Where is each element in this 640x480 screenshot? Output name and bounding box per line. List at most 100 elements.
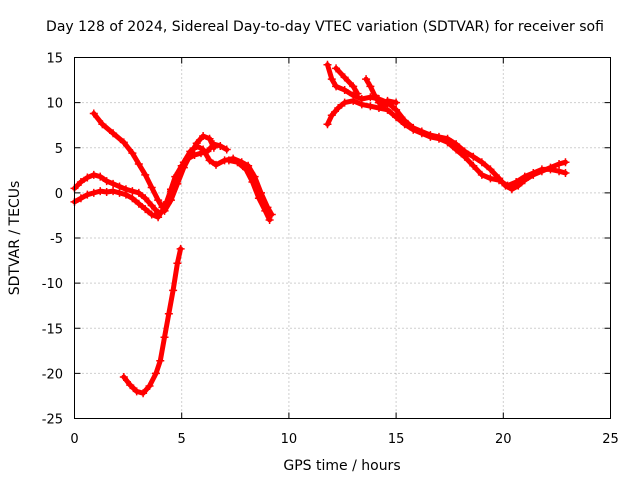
data-point: [323, 60, 332, 69]
data-point: [477, 170, 486, 179]
data-point: [349, 82, 358, 91]
data-point: [486, 174, 495, 183]
data-point: [119, 138, 128, 147]
y-tick-label: -25: [42, 413, 63, 428]
data-point: [96, 187, 105, 196]
data-point: [417, 129, 426, 138]
data-point: [147, 183, 156, 192]
data-point: [102, 187, 111, 196]
data-point: [340, 98, 349, 107]
data-point: [379, 102, 388, 111]
series-arc-e: [119, 244, 185, 398]
data-point: [426, 132, 435, 141]
data-point: [327, 111, 336, 120]
data-point: [126, 381, 135, 390]
data-point: [96, 172, 105, 181]
data-point: [265, 215, 274, 224]
data-point: [392, 105, 401, 114]
x-tick-label: 0: [70, 432, 78, 447]
data-point: [89, 170, 98, 179]
data-point: [83, 173, 92, 182]
data-point: [162, 197, 171, 206]
data-point: [134, 159, 143, 168]
y-axis-label: SDTVAR / TECUs: [7, 181, 23, 296]
data-point: [529, 169, 538, 178]
data-point: [134, 188, 143, 197]
data-point: [222, 145, 231, 154]
data-point: [507, 185, 516, 194]
data-point: [176, 244, 185, 253]
data-point: [158, 203, 167, 212]
data-point: [209, 140, 218, 149]
series-arc-i: [332, 64, 362, 98]
data-point: [561, 158, 570, 167]
data-point: [154, 196, 163, 205]
data-point: [119, 372, 128, 381]
data-point: [102, 177, 111, 186]
data-point: [89, 188, 98, 197]
data-point: [233, 158, 242, 167]
y-tick-label: 15: [46, 52, 63, 67]
x-axis-label: GPS time / hours: [283, 458, 400, 474]
data-point: [366, 102, 375, 111]
data-point: [205, 134, 214, 143]
data-point: [173, 259, 182, 268]
data-point: [192, 141, 201, 150]
ticks: 0 5 10 15 20 25 15 10 5 0 -5 -10 -15 -20 -25: [42, 52, 619, 448]
data-point: [128, 187, 137, 196]
data-point: [164, 309, 173, 318]
data-point: [76, 194, 85, 203]
data-point: [495, 176, 504, 185]
data-point: [469, 161, 478, 170]
data-point: [555, 159, 564, 168]
data-point: [184, 154, 193, 163]
data-point: [443, 138, 452, 147]
data-point: [115, 188, 124, 197]
data-point: [83, 190, 92, 199]
series-line: [333, 65, 360, 97]
x-tick-label: 15: [388, 432, 405, 447]
data-point: [190, 150, 199, 159]
data-point: [139, 389, 148, 398]
chart-title: Day 128 of 2024, Sidereal Day-to-day VTE…: [46, 19, 604, 35]
data-point: [145, 382, 154, 391]
data-point: [151, 369, 160, 378]
data-point: [141, 205, 150, 214]
data-point: [357, 100, 366, 109]
data-point: [171, 172, 180, 181]
x-tick-label: 25: [602, 432, 619, 447]
series-line: [121, 246, 184, 396]
series-line: [325, 62, 568, 192]
series-arc-c: [89, 109, 231, 212]
data-point: [128, 149, 137, 158]
data-point: [332, 64, 341, 73]
data-point: [128, 194, 137, 203]
y-tick-label: -20: [42, 367, 63, 382]
data-point: [561, 169, 570, 178]
data-point: [409, 125, 418, 134]
data-point: [109, 179, 118, 188]
series-arc-d: [224, 156, 274, 224]
x-tick-label: 5: [178, 432, 186, 447]
data-point: [254, 194, 263, 203]
data-point: [520, 172, 529, 181]
data-point: [154, 213, 163, 222]
data-point: [323, 120, 332, 129]
grid: [74, 57, 611, 419]
data-point: [477, 158, 486, 167]
data-point: [166, 185, 175, 194]
series-arc-g: [323, 96, 570, 190]
data-point: [334, 104, 343, 113]
data-point: [141, 194, 150, 203]
y-tick-label: -5: [50, 232, 63, 247]
data-point: [392, 98, 401, 107]
data-point: [242, 165, 251, 174]
data-point: [169, 286, 178, 295]
data-point: [452, 145, 461, 154]
data-point: [400, 120, 409, 129]
y-tick-label: 5: [55, 142, 63, 157]
data-point: [177, 161, 186, 170]
data-point: [383, 96, 392, 105]
